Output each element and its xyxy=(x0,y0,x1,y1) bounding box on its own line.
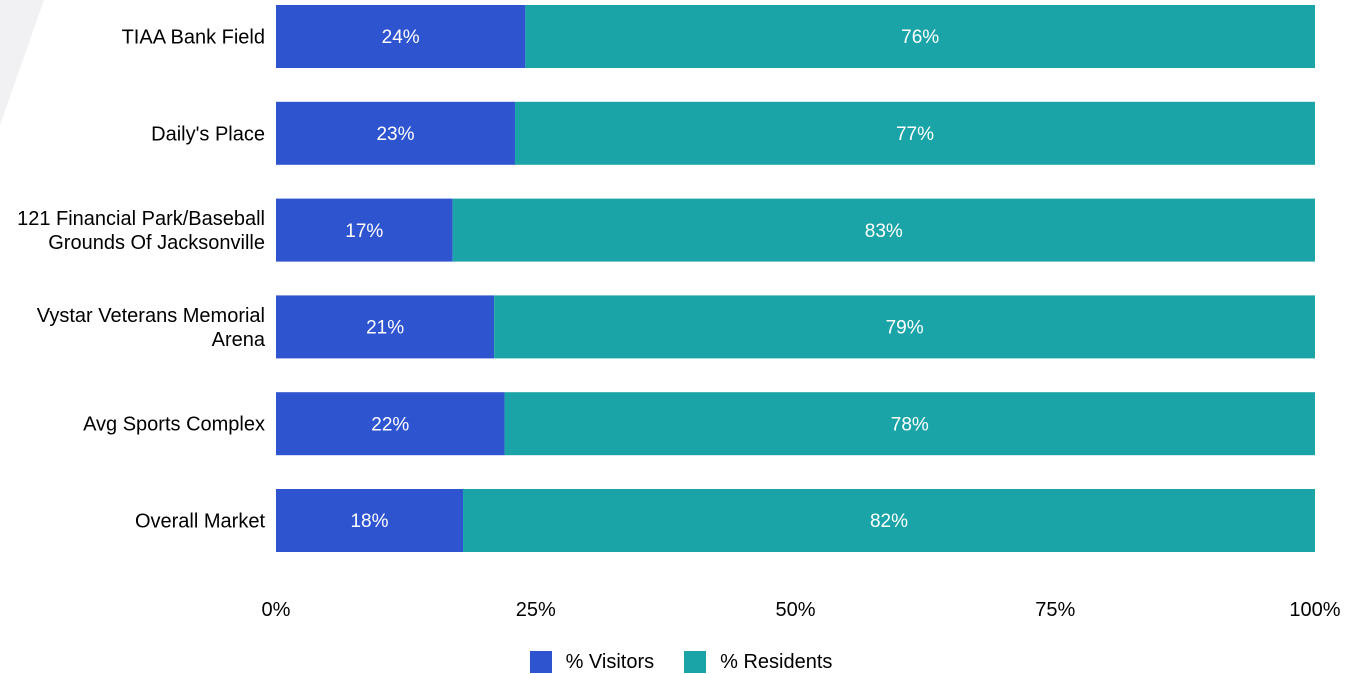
data-label-visitors: 21% xyxy=(366,318,404,339)
data-label-residents: 79% xyxy=(886,318,924,339)
x-tick-label: 25% xyxy=(516,599,556,621)
category-label: Overall Market xyxy=(135,511,265,533)
legend-swatch-visitors xyxy=(529,651,552,673)
bar-segment-residents xyxy=(494,295,1315,359)
x-tick-label: 0% xyxy=(262,599,291,621)
category-label: TIAA Bank Field xyxy=(122,27,265,49)
x-tick-label: 100% xyxy=(1289,599,1340,621)
bar-segment-visitors xyxy=(276,101,515,165)
data-label-residents: 76% xyxy=(901,27,939,48)
category-label: Daily's Place xyxy=(151,123,265,145)
bar-segment-residents xyxy=(463,489,1315,552)
data-label-visitors: 17% xyxy=(345,221,383,242)
category-label: Vystar Veterans Memorial Arena xyxy=(37,305,266,351)
legend-label-visitors: % Visitors xyxy=(565,650,655,673)
legend-swatch-residents xyxy=(684,651,707,673)
x-tick-label: 75% xyxy=(1035,599,1075,621)
category-label: Avg Sports Complex xyxy=(83,414,265,436)
data-label-visitors: 22% xyxy=(371,414,409,435)
bar-segment-visitors xyxy=(276,295,495,359)
background-shape xyxy=(0,0,44,125)
data-label-visitors: 18% xyxy=(350,511,388,532)
data-label-residents: 82% xyxy=(870,511,908,532)
legend-item-residents: % Residents xyxy=(684,651,832,674)
data-label-residents: 83% xyxy=(865,221,903,242)
bar-segment-visitors xyxy=(276,5,526,68)
legend: % Visitors % Residents xyxy=(0,650,1362,674)
bar-segment-residents xyxy=(452,198,1315,262)
data-label-residents: 78% xyxy=(891,414,929,435)
bar-segment-residents xyxy=(504,392,1316,456)
legend-item-visitors: % Visitors xyxy=(529,650,655,674)
bar-segment-residents xyxy=(525,5,1315,68)
bar-segment-visitors xyxy=(276,392,505,456)
bar-segment-visitors xyxy=(276,198,453,262)
stacked-bar-chart: TIAA Bank Field 24% 76% Daily's Place 23% 77%… xyxy=(17,5,1341,621)
category-label: 121 Financial Park/Baseball Grounds Of Ja… xyxy=(17,208,265,254)
x-tick-label: 50% xyxy=(775,599,815,621)
bar-segment-residents xyxy=(514,101,1315,165)
data-label-visitors: 24% xyxy=(382,27,420,48)
data-label-residents: 77% xyxy=(896,124,934,145)
bar-segment-visitors xyxy=(276,489,464,552)
data-label-visitors: 23% xyxy=(376,124,414,145)
legend-label-residents: % Residents xyxy=(720,650,833,673)
